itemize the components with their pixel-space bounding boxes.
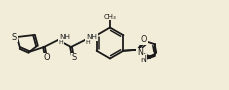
Text: NH: NH — [86, 34, 97, 40]
Text: S: S — [72, 53, 77, 62]
Text: CH₃: CH₃ — [103, 14, 116, 20]
Text: N: N — [136, 48, 142, 57]
Text: N: N — [139, 55, 145, 64]
Text: H: H — [85, 40, 90, 44]
Text: O: O — [44, 53, 50, 62]
Text: H: H — [58, 40, 63, 44]
Text: S: S — [12, 32, 17, 41]
Text: O: O — [140, 35, 147, 44]
Text: NH: NH — [59, 34, 70, 40]
